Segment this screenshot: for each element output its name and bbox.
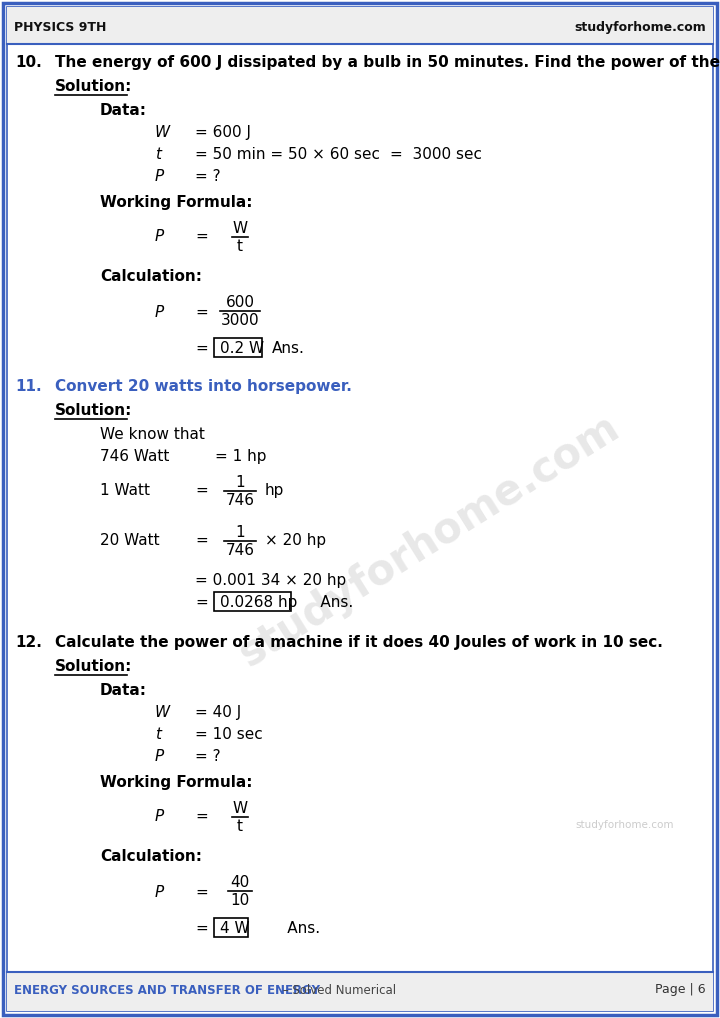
FancyBboxPatch shape xyxy=(214,338,262,357)
Text: =: = xyxy=(195,341,208,356)
Text: 4 W: 4 W xyxy=(220,921,250,936)
Text: 600: 600 xyxy=(225,295,254,310)
Text: Solution:: Solution: xyxy=(55,403,132,418)
FancyBboxPatch shape xyxy=(7,972,713,1011)
Text: Ans.: Ans. xyxy=(258,921,320,936)
Text: 10: 10 xyxy=(230,893,250,908)
Text: = 600 J: = 600 J xyxy=(195,125,251,140)
Text: W: W xyxy=(155,125,170,140)
FancyBboxPatch shape xyxy=(7,7,713,44)
Text: 10.: 10. xyxy=(15,55,42,70)
Text: 11.: 11. xyxy=(15,379,42,394)
Text: W: W xyxy=(155,705,170,720)
Text: The energy of 600 J dissipated by a bulb in 50 minutes. Find the power of the bu: The energy of 600 J dissipated by a bulb… xyxy=(55,55,720,70)
Text: =: = xyxy=(195,483,208,498)
FancyBboxPatch shape xyxy=(3,3,717,1015)
Text: =: = xyxy=(195,809,208,824)
Text: P: P xyxy=(155,809,164,824)
Text: =: = xyxy=(195,229,208,244)
FancyBboxPatch shape xyxy=(214,918,248,937)
Text: 40: 40 xyxy=(230,875,250,890)
Text: × 20 hp: × 20 hp xyxy=(265,533,326,548)
Text: W: W xyxy=(233,801,248,816)
Text: t: t xyxy=(155,147,161,162)
Text: Working Formula:: Working Formula: xyxy=(100,775,253,790)
Text: ENERGY SOURCES AND TRANSFER OF ENERGY: ENERGY SOURCES AND TRANSFER OF ENERGY xyxy=(14,983,320,997)
Text: = ?: = ? xyxy=(195,169,220,184)
Text: 0.0268 hp: 0.0268 hp xyxy=(220,595,297,610)
Text: Ans.: Ans. xyxy=(272,341,305,356)
Text: Data:: Data: xyxy=(100,103,147,118)
Text: t: t xyxy=(237,819,243,834)
Text: P: P xyxy=(155,229,164,244)
Text: 0.2 W: 0.2 W xyxy=(220,341,264,356)
Text: – Solved Numerical: – Solved Numerical xyxy=(279,983,396,997)
FancyBboxPatch shape xyxy=(7,7,713,1011)
Text: =: = xyxy=(195,885,208,900)
Text: 20 Watt: 20 Watt xyxy=(100,533,160,548)
Text: PHYSICS 9TH: PHYSICS 9TH xyxy=(14,20,107,34)
Text: = 10 sec: = 10 sec xyxy=(195,727,263,742)
Text: hp: hp xyxy=(265,483,284,498)
Text: = 40 J: = 40 J xyxy=(195,705,241,720)
Text: =: = xyxy=(195,595,208,610)
Text: Working Formula:: Working Formula: xyxy=(100,195,253,210)
Text: 3000: 3000 xyxy=(221,313,259,328)
Text: P: P xyxy=(155,305,164,320)
Text: Convert 20 watts into horsepower.: Convert 20 watts into horsepower. xyxy=(55,379,352,394)
Text: Ans.: Ans. xyxy=(296,595,354,610)
Text: = 1 hp: = 1 hp xyxy=(215,449,266,464)
Text: Data:: Data: xyxy=(100,683,147,698)
Text: Solution:: Solution: xyxy=(55,659,132,674)
Text: =: = xyxy=(195,305,208,320)
Text: Calculation:: Calculation: xyxy=(100,269,202,284)
Text: studyforhome.com: studyforhome.com xyxy=(575,20,706,34)
Text: Calculation:: Calculation: xyxy=(100,849,202,864)
Text: t: t xyxy=(237,239,243,254)
Text: studyforhome.com: studyforhome.com xyxy=(232,405,628,675)
Text: 746: 746 xyxy=(225,543,254,558)
Text: =  3000 sec: = 3000 sec xyxy=(390,147,482,162)
Text: P: P xyxy=(155,169,164,184)
Text: P: P xyxy=(155,885,164,900)
Text: 746 Watt: 746 Watt xyxy=(100,449,169,464)
Text: P: P xyxy=(155,749,164,764)
Text: Calculate the power of a machine if it does 40 Joules of work in 10 sec.: Calculate the power of a machine if it d… xyxy=(55,635,663,651)
Text: = 50 min = 50 × 60 sec: = 50 min = 50 × 60 sec xyxy=(195,147,380,162)
Text: = 0.001 34 × 20 hp: = 0.001 34 × 20 hp xyxy=(195,573,346,588)
Text: 1: 1 xyxy=(235,475,245,490)
FancyBboxPatch shape xyxy=(214,592,291,611)
Text: studyforhome.com: studyforhome.com xyxy=(575,821,673,830)
Text: =: = xyxy=(195,533,208,548)
Text: We know that: We know that xyxy=(100,427,205,442)
Text: Solution:: Solution: xyxy=(55,79,132,94)
Text: Page | 6: Page | 6 xyxy=(655,983,706,997)
Text: t: t xyxy=(155,727,161,742)
Text: 746: 746 xyxy=(225,493,254,508)
Text: W: W xyxy=(233,221,248,236)
Text: =: = xyxy=(195,921,208,936)
Text: 12.: 12. xyxy=(15,635,42,651)
Text: 1 Watt: 1 Watt xyxy=(100,483,150,498)
Text: = ?: = ? xyxy=(195,749,220,764)
Text: 1: 1 xyxy=(235,525,245,540)
